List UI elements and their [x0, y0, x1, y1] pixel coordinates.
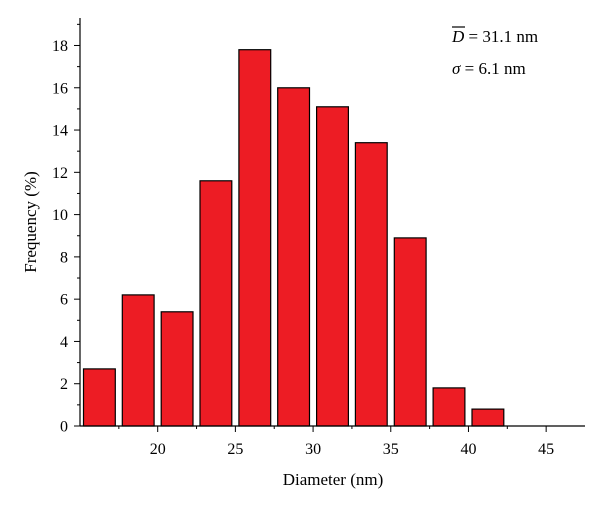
y-tick-label-0: 0: [60, 419, 68, 436]
y-tick-label-10: 10: [52, 207, 68, 224]
y-tick-label-16: 16: [52, 80, 68, 97]
x-tick-label-35: 35: [383, 441, 399, 458]
histogram-bar-9: [393, 237, 427, 427]
histogram-bar-2: [121, 294, 155, 427]
y-ticks-group: 0 2 4 6 8 10 12 14 16 18: [52, 23, 80, 436]
x-tick-label-45: 45: [538, 441, 554, 458]
histogram-bar-3: [160, 311, 194, 427]
histogram-bar-10: [432, 387, 466, 427]
stat-symbol: σ: [452, 59, 461, 78]
axes-group: [79, 18, 585, 427]
histogram-bar-8: [354, 142, 388, 427]
x-ticks-group: 20 25 30 35 40 45: [118, 426, 554, 458]
histogram-bar-11: [471, 408, 505, 427]
y-tick-label-14: 14: [52, 123, 68, 140]
stat-symbol: D: [451, 27, 465, 46]
stat-annotation-2: σ = 6.1 nm: [452, 59, 526, 78]
y-tick-label-6: 6: [60, 292, 68, 309]
stat-value: = 31.1 nm: [464, 27, 538, 46]
histogram-bar-5: [238, 49, 272, 427]
x-tick-label-30: 30: [305, 441, 321, 458]
stat-value: = 6.1 nm: [460, 59, 525, 78]
stat-annotation-1: D = 31.1 nm: [451, 27, 538, 46]
histogram-bar-6: [277, 87, 311, 427]
y-tick-label-8: 8: [60, 249, 68, 266]
y-tick-label-18: 18: [52, 38, 68, 55]
histogram-bar-4: [199, 180, 233, 427]
stats-annotations: D = 31.1 nmσ = 6.1 nm: [451, 26, 538, 78]
bars-group: [82, 49, 505, 427]
x-tick-label-40: 40: [460, 441, 476, 458]
y-tick-label-4: 4: [60, 334, 68, 351]
x-tick-label-25: 25: [227, 441, 243, 458]
y-tick-label-12: 12: [52, 165, 68, 182]
histogram-bar-1: [82, 368, 116, 427]
y-tick-label-2: 2: [60, 376, 68, 393]
y-axis-title: Frequency (%): [21, 171, 40, 273]
histogram-bar-7: [316, 106, 350, 427]
x-tick-label-20: 20: [150, 441, 166, 458]
x-axis-title: Diameter (nm): [283, 470, 384, 489]
